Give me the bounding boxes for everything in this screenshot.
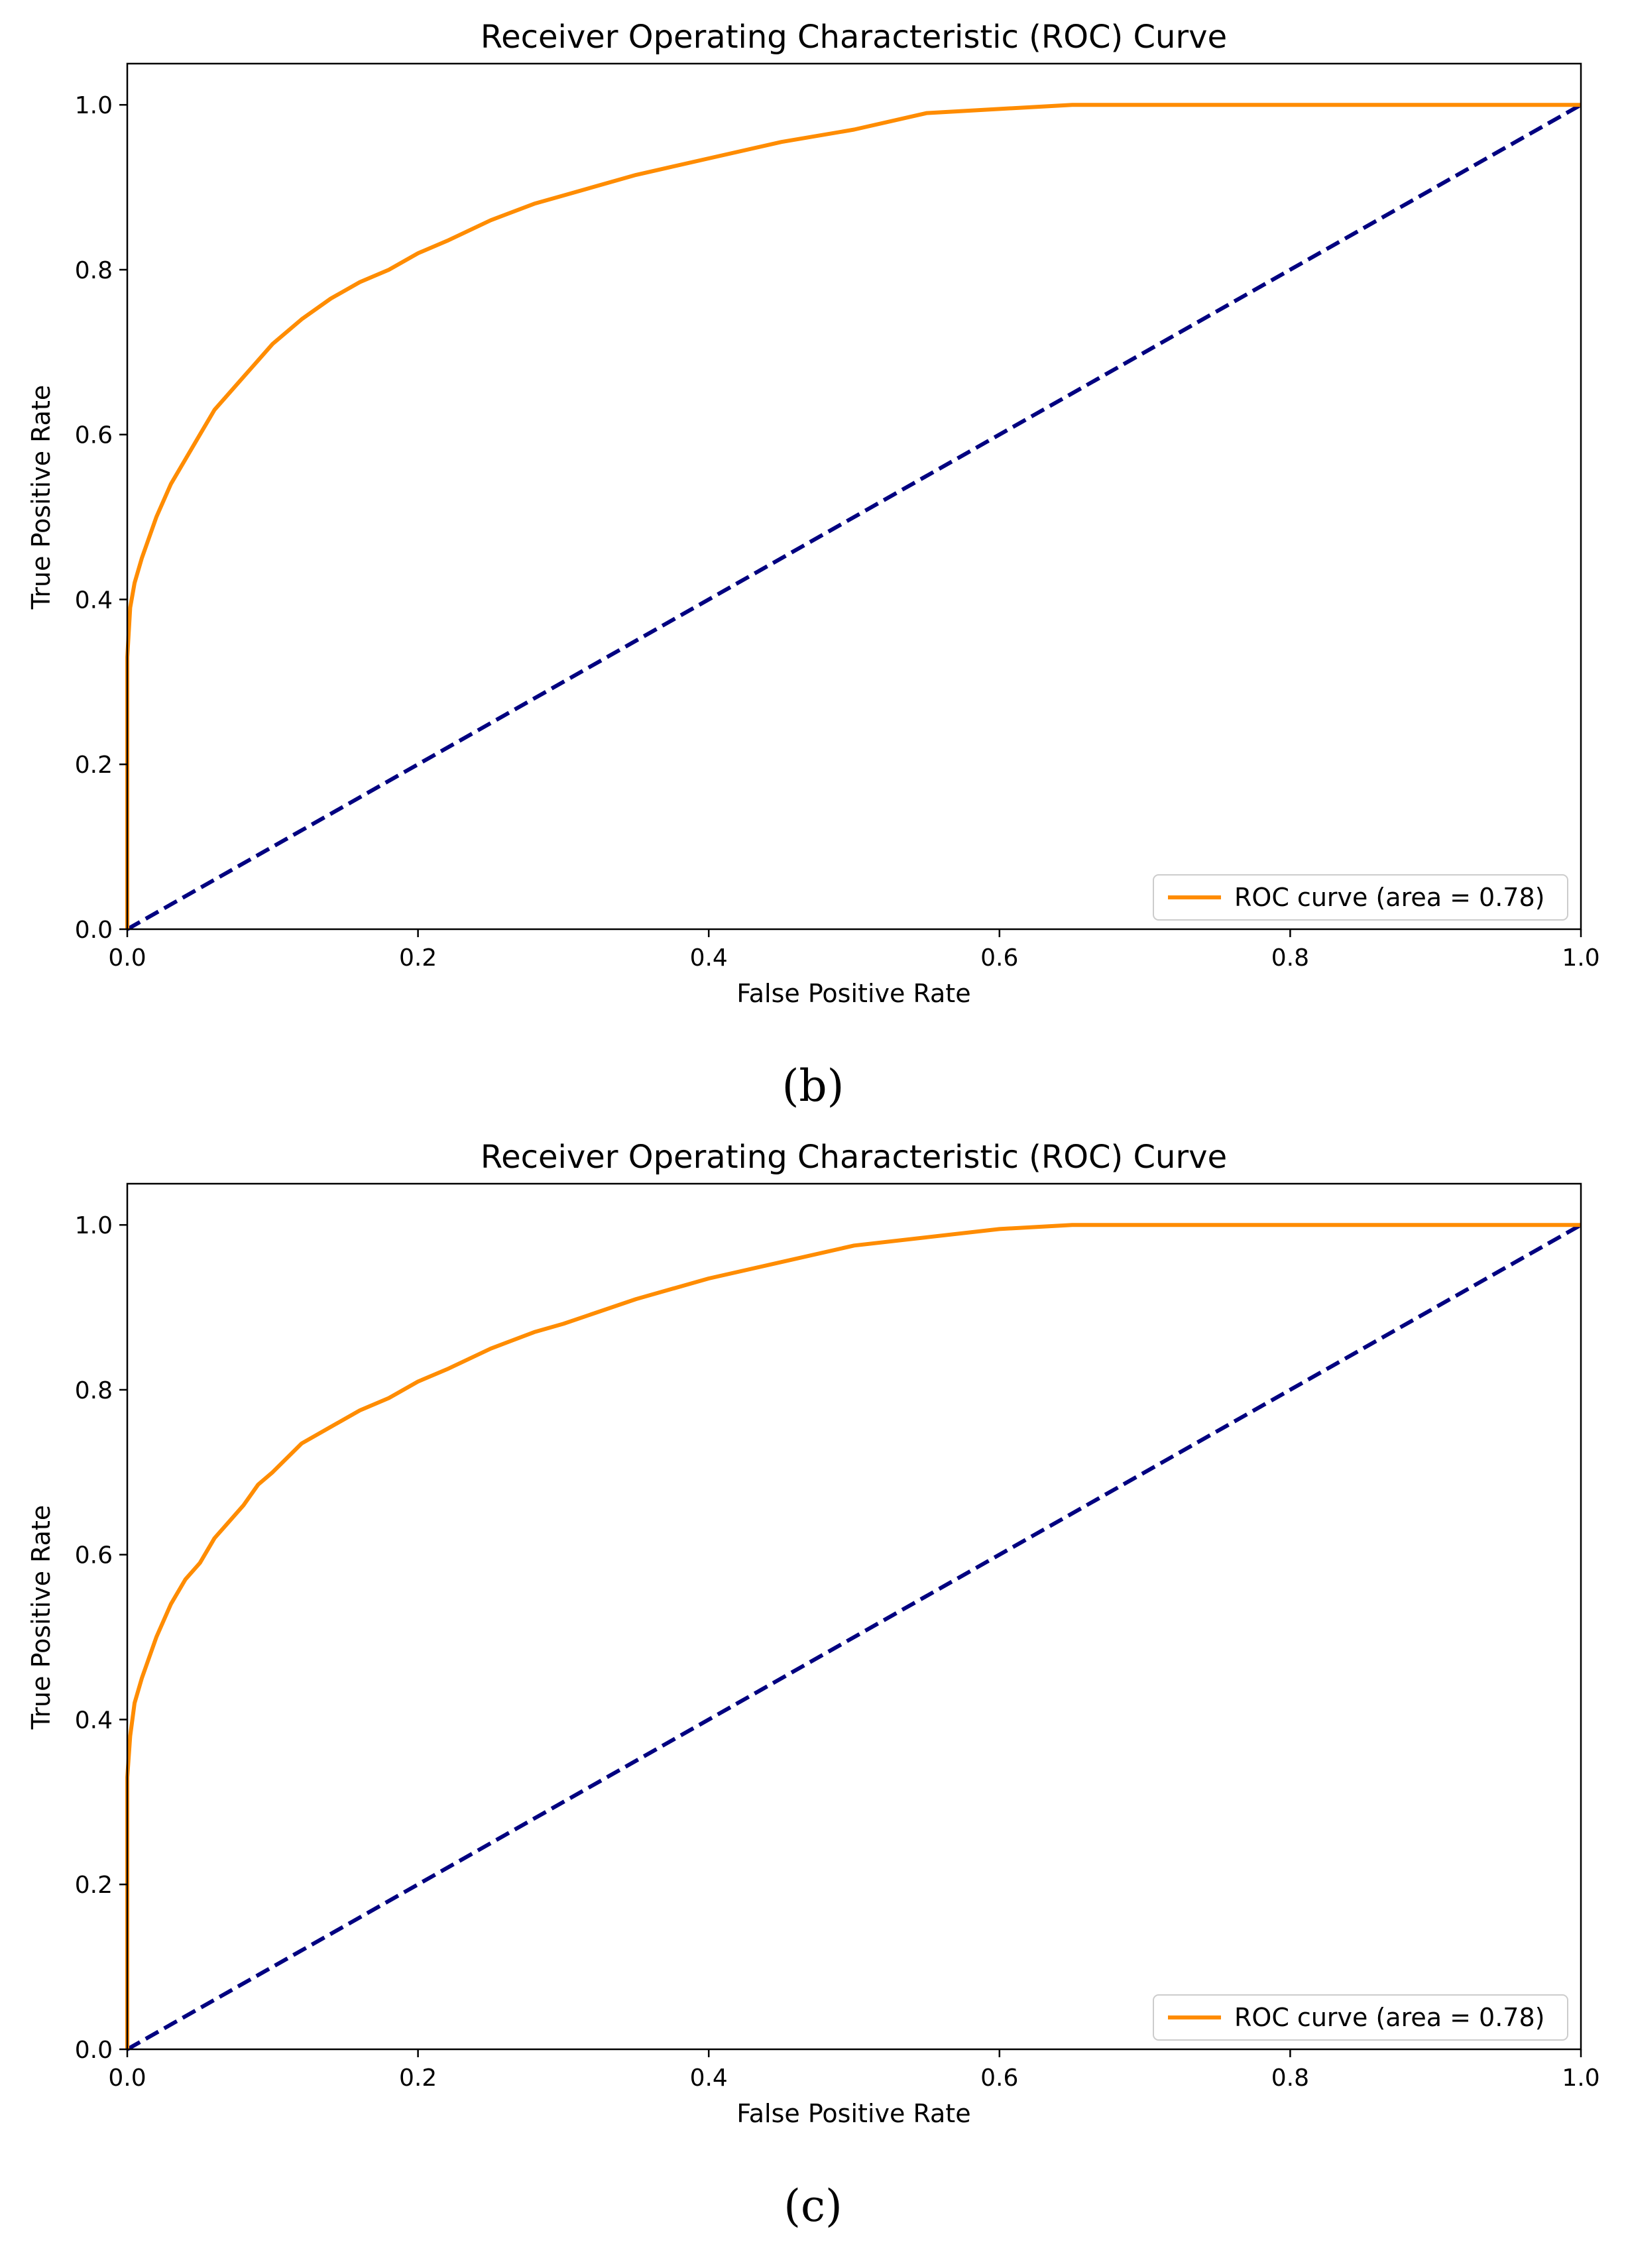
y-tick-label: 0.4 <box>75 587 113 614</box>
y-axis-label: True Positive Rate <box>27 1505 56 1730</box>
x-tick-label: 0.4 <box>690 2065 728 2092</box>
y-tick-label: 0.6 <box>75 1542 113 1569</box>
roc-chart-c-svg: Receiver Operating Characteristic (ROC) … <box>27 1139 1600 2128</box>
y-tick-label: 0.8 <box>75 1377 113 1404</box>
chart-title: Receiver Operating Characteristic (ROC) … <box>481 19 1227 56</box>
y-tick-label: 0.6 <box>75 422 113 449</box>
x-tick-label: 0.2 <box>399 944 437 972</box>
legend-label-roc: ROC curve (area = 0.78) <box>1234 2003 1544 2032</box>
legend-label-roc: ROC curve (area = 0.78) <box>1234 883 1544 912</box>
diagonal-reference-line <box>126 1223 1582 2051</box>
y-tick-label: 0.0 <box>75 917 113 944</box>
x-axis-label: False Positive Rate <box>736 979 970 1008</box>
roc-chart-c: Receiver Operating Characteristic (ROC) … <box>0 1120 1626 2167</box>
legend-box <box>1153 874 1568 921</box>
legend: ROC curve (area = 0.78) <box>1153 1994 1568 2041</box>
x-tick-label: 0.0 <box>108 944 146 972</box>
y-tick-label: 0.4 <box>75 1707 113 1734</box>
y-tick-label: 0.2 <box>75 752 113 779</box>
x-tick-label: 0.6 <box>980 2065 1018 2092</box>
caption-b: (b) <box>782 1060 844 1111</box>
roc-curve-line <box>125 103 1581 929</box>
caption-c: (c) <box>784 2181 842 2232</box>
x-tick-label: 0.2 <box>399 2065 437 2092</box>
axes-frame <box>126 62 1582 931</box>
diagonal-reference-line <box>126 103 1582 931</box>
x-axis-label: False Positive Rate <box>736 2099 970 2128</box>
x-tick-label: 0.8 <box>1271 944 1309 972</box>
y-tick-label: 0.8 <box>75 257 113 284</box>
x-tick-label: 1.0 <box>1562 944 1599 972</box>
y-tick-label: 1.0 <box>75 1212 113 1239</box>
y-tick-label: 0.2 <box>75 1872 113 1899</box>
legend-box <box>1153 1994 1568 2041</box>
x-tick-label: 0.8 <box>1271 2065 1309 2092</box>
x-tick-label: 1.0 <box>1562 2065 1599 2092</box>
chart-title: Receiver Operating Characteristic (ROC) … <box>481 1139 1227 1176</box>
roc-chart-b-svg: Receiver Operating Characteristic (ROC) … <box>27 19 1600 1008</box>
x-tick-label: 0.6 <box>980 944 1018 972</box>
y-tick-label: 0.0 <box>75 2037 113 2064</box>
y-axis-label: True Positive Rate <box>27 385 56 610</box>
x-tick-label: 0.4 <box>690 944 728 972</box>
legend: ROC curve (area = 0.78) <box>1153 874 1568 921</box>
roc-curve-line <box>125 1223 1581 2049</box>
axes-frame <box>126 1182 1582 2051</box>
x-tick-label: 0.0 <box>108 2065 146 2092</box>
y-tick-label: 1.0 <box>75 92 113 119</box>
roc-chart-b: Receiver Operating Characteristic (ROC) … <box>0 0 1626 1047</box>
